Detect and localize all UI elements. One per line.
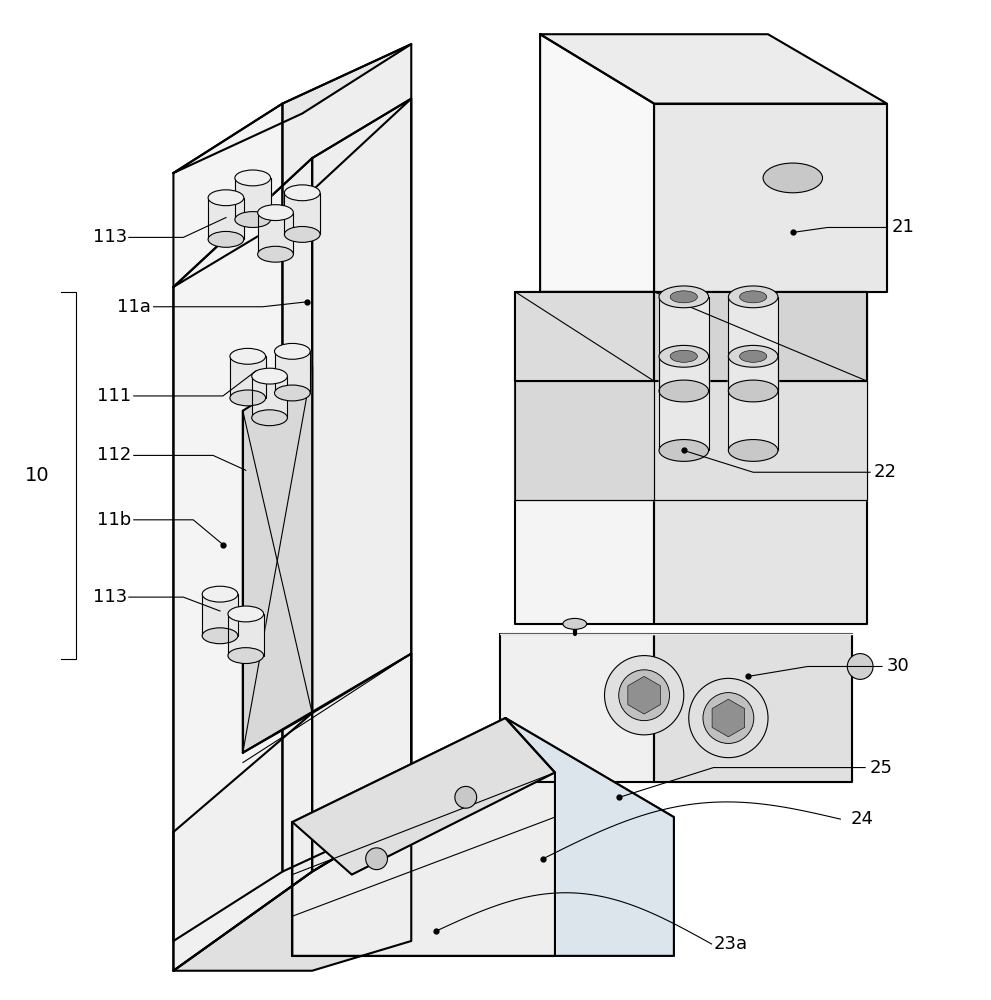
Ellipse shape <box>659 345 709 367</box>
Ellipse shape <box>284 185 320 201</box>
Polygon shape <box>243 366 312 753</box>
Polygon shape <box>258 213 293 254</box>
Ellipse shape <box>739 350 767 362</box>
Polygon shape <box>540 34 654 292</box>
Ellipse shape <box>563 618 587 629</box>
Text: 30: 30 <box>887 657 910 675</box>
Ellipse shape <box>202 586 238 602</box>
Polygon shape <box>654 381 867 500</box>
Text: 112: 112 <box>96 446 131 464</box>
Polygon shape <box>292 718 674 956</box>
Circle shape <box>689 678 768 758</box>
Polygon shape <box>228 614 264 656</box>
Text: 23a: 23a <box>714 935 747 953</box>
Polygon shape <box>713 699 744 737</box>
Text: 25: 25 <box>870 759 893 777</box>
Polygon shape <box>173 158 312 971</box>
Polygon shape <box>540 34 887 104</box>
Ellipse shape <box>763 163 823 193</box>
Polygon shape <box>173 812 411 971</box>
Polygon shape <box>505 718 674 956</box>
Polygon shape <box>312 99 411 872</box>
Polygon shape <box>284 193 320 234</box>
Polygon shape <box>252 376 287 418</box>
Polygon shape <box>659 356 709 450</box>
Polygon shape <box>208 198 244 239</box>
Polygon shape <box>728 297 778 391</box>
Text: 113: 113 <box>92 588 127 606</box>
Ellipse shape <box>284 226 320 242</box>
Polygon shape <box>515 292 654 381</box>
Polygon shape <box>654 292 867 624</box>
Ellipse shape <box>659 286 709 308</box>
Ellipse shape <box>670 291 698 303</box>
Ellipse shape <box>228 648 264 664</box>
Polygon shape <box>654 634 852 782</box>
Text: 113: 113 <box>92 228 127 246</box>
Text: 11b: 11b <box>96 511 131 529</box>
Polygon shape <box>275 351 310 393</box>
Circle shape <box>366 848 387 870</box>
Polygon shape <box>500 634 654 782</box>
Ellipse shape <box>275 343 310 359</box>
Polygon shape <box>654 104 887 292</box>
Text: 10: 10 <box>26 466 50 485</box>
Polygon shape <box>173 654 411 971</box>
Text: 11a: 11a <box>117 298 151 316</box>
Ellipse shape <box>728 440 778 461</box>
Text: 24: 24 <box>850 810 873 828</box>
Ellipse shape <box>258 205 293 221</box>
Text: 21: 21 <box>892 218 915 236</box>
Ellipse shape <box>230 348 266 364</box>
Ellipse shape <box>258 246 293 262</box>
Ellipse shape <box>275 385 310 401</box>
Polygon shape <box>235 178 271 220</box>
Ellipse shape <box>230 390 266 406</box>
Polygon shape <box>654 292 867 381</box>
Polygon shape <box>659 297 709 391</box>
Ellipse shape <box>670 350 698 362</box>
Polygon shape <box>230 356 266 398</box>
Ellipse shape <box>728 380 778 402</box>
Circle shape <box>455 786 477 808</box>
Ellipse shape <box>659 380 709 402</box>
Ellipse shape <box>728 286 778 308</box>
Ellipse shape <box>659 440 709 461</box>
Ellipse shape <box>252 410 287 426</box>
Ellipse shape <box>228 606 264 622</box>
Polygon shape <box>173 99 411 287</box>
Polygon shape <box>173 104 282 941</box>
Ellipse shape <box>739 291 767 303</box>
Text: 111: 111 <box>97 387 131 405</box>
Ellipse shape <box>202 628 238 644</box>
Polygon shape <box>173 44 411 173</box>
Ellipse shape <box>208 190 244 206</box>
Polygon shape <box>515 292 654 624</box>
Polygon shape <box>292 718 555 875</box>
Polygon shape <box>202 594 238 636</box>
Polygon shape <box>628 676 660 714</box>
Circle shape <box>847 654 873 679</box>
Polygon shape <box>728 356 778 450</box>
Ellipse shape <box>252 368 287 384</box>
Polygon shape <box>282 44 411 872</box>
Circle shape <box>605 656 684 735</box>
Circle shape <box>618 670 670 721</box>
Circle shape <box>703 693 754 743</box>
Ellipse shape <box>235 212 271 227</box>
Ellipse shape <box>235 170 271 186</box>
Ellipse shape <box>208 231 244 247</box>
Polygon shape <box>515 381 654 500</box>
Text: 22: 22 <box>874 463 897 481</box>
Ellipse shape <box>728 345 778 367</box>
